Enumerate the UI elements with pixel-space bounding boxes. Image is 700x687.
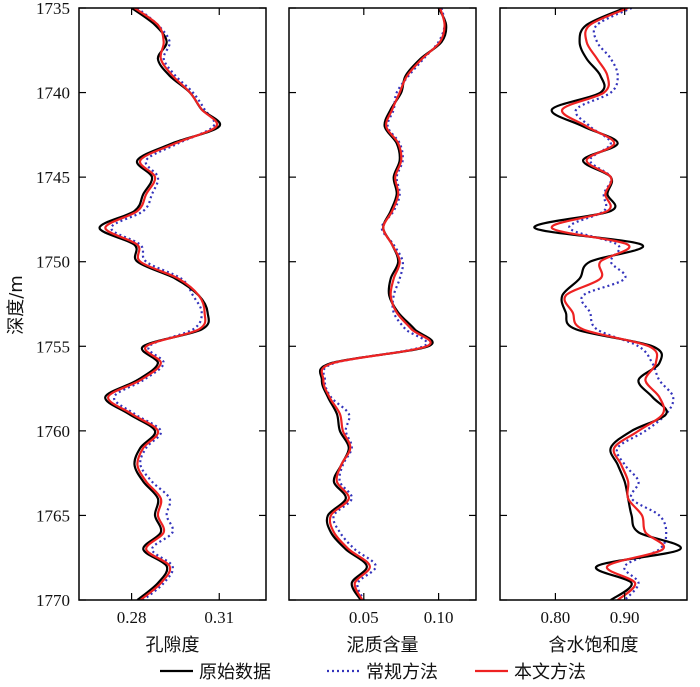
legend-label-original: 原始数据 <box>199 662 271 683</box>
x-tick-label: 0.10 <box>424 608 454 627</box>
legend-label-conventional: 常规方法 <box>366 662 438 683</box>
panel-frame <box>288 7 477 601</box>
x-tick-label: 0.05 <box>349 608 379 627</box>
series-line-conventional <box>110 8 216 600</box>
x-tick-label: 0.31 <box>204 608 234 627</box>
panel-3: 0.80 0.90 含水饱和度 <box>499 7 688 656</box>
series-line-proposed <box>104 8 219 600</box>
panel-frame <box>78 7 267 601</box>
y-tick-label: 1745 <box>36 168 70 187</box>
panel-frame <box>499 7 688 601</box>
x-tick-label: 0.28 <box>117 608 147 627</box>
series-line-proposed <box>320 8 446 600</box>
series-line-conventional <box>322 8 446 600</box>
x-axis-title: 孔隙度 <box>146 635 200 656</box>
legend: 原始数据 常规方法 本文方法 <box>160 662 586 683</box>
y-tick-label: 1765 <box>36 506 70 525</box>
y-tick-label: 1740 <box>36 84 70 103</box>
y-tick-label: 1760 <box>36 422 70 441</box>
x-tick-label: 0.80 <box>541 608 571 627</box>
series-line-conventional <box>568 8 675 600</box>
y-tick-label: 1735 <box>36 0 70 18</box>
y-axis-title: 深度/m <box>6 275 27 335</box>
panel-2: 0.05 0.10 泥质含量 <box>288 7 477 656</box>
legend-label-proposed: 本文方法 <box>514 662 586 683</box>
series-line-original <box>533 8 682 600</box>
x-tick-label: 0.90 <box>610 608 640 627</box>
y-ticks-layer: 1735 1740 1745 1750 1755 1760 1765 1770 <box>36 0 70 610</box>
y-tick-label: 1770 <box>36 591 70 610</box>
x-axis-title: 泥质含量 <box>347 635 419 656</box>
y-tick-label: 1755 <box>36 337 70 356</box>
x-axis-title: 含水饱和度 <box>549 635 639 656</box>
y-tick-label: 1750 <box>36 253 70 272</box>
series-line-proposed <box>550 8 666 600</box>
series-line-original <box>98 8 222 600</box>
